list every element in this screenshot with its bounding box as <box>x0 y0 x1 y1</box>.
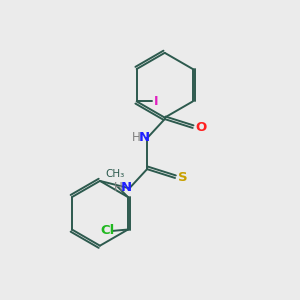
Text: N: N <box>139 131 150 144</box>
Text: O: O <box>196 122 207 134</box>
Text: S: S <box>178 172 188 184</box>
Text: CH₃: CH₃ <box>106 169 125 179</box>
Text: H: H <box>114 181 123 194</box>
Text: H: H <box>131 131 140 144</box>
Text: I: I <box>154 95 159 108</box>
Text: N: N <box>121 181 132 194</box>
Text: Cl: Cl <box>100 224 115 238</box>
